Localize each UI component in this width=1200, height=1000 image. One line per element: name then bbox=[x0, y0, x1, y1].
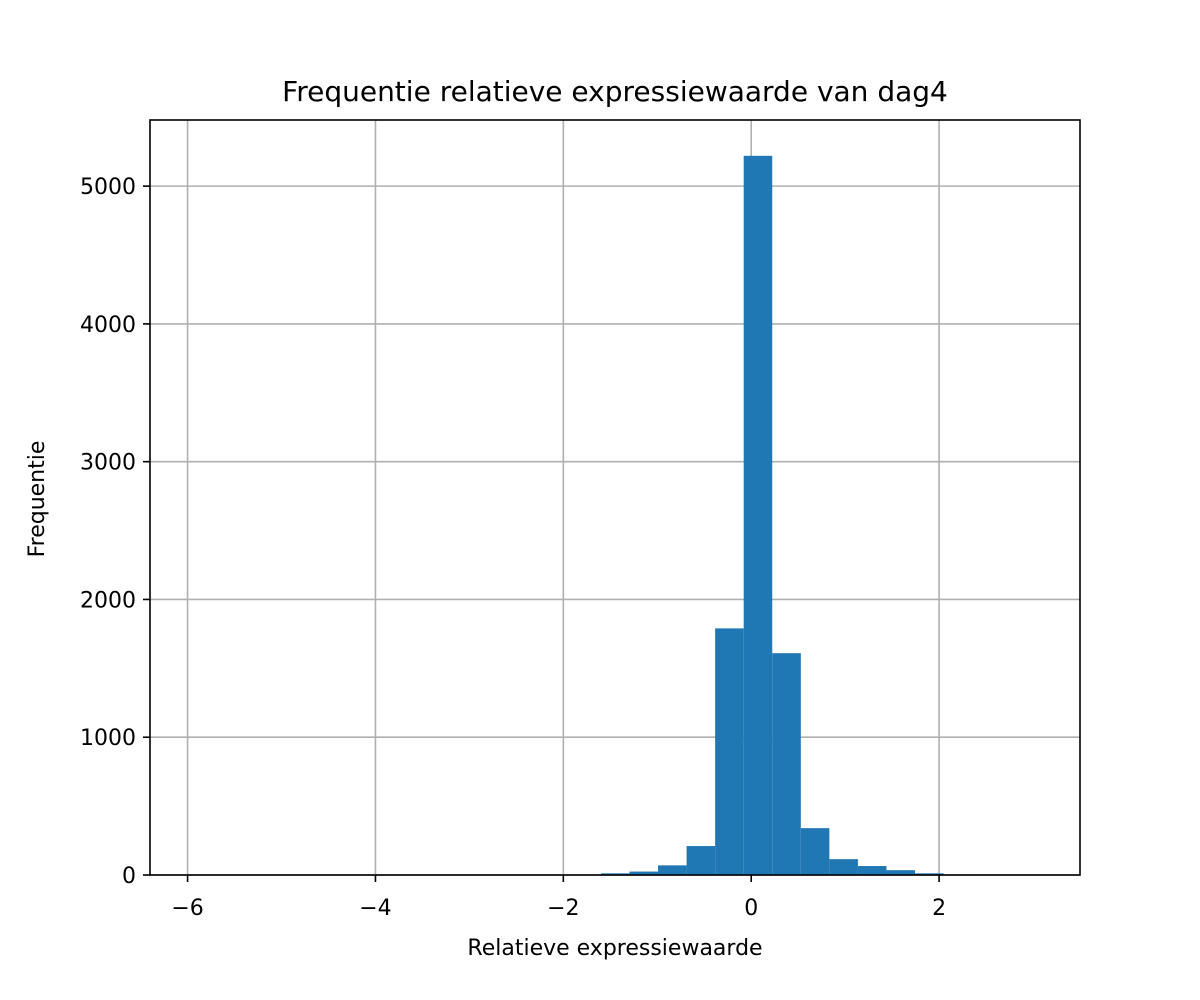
x-tick-label: −6 bbox=[171, 896, 203, 921]
histogram-bars bbox=[172, 155, 1030, 875]
x-tick-label: 2 bbox=[932, 896, 946, 921]
y-tick-label: 4000 bbox=[80, 313, 136, 338]
y-axis-ticks: 0 1000 2000 3000 4000 5000 bbox=[80, 175, 150, 889]
x-axis-ticks: −6 −4 −2 0 2 bbox=[171, 875, 946, 921]
x-tick-label: −2 bbox=[547, 896, 579, 921]
histogram-bar bbox=[629, 871, 659, 875]
chart-title: Frequentie relatieve expressiewaarde van… bbox=[282, 75, 948, 108]
histogram-bar bbox=[800, 828, 830, 875]
y-tick-label: 0 bbox=[122, 864, 136, 889]
histogram-bar bbox=[857, 866, 887, 875]
histogram-bar bbox=[772, 653, 801, 875]
y-tick-label: 5000 bbox=[80, 175, 136, 200]
y-tick-label: 3000 bbox=[80, 451, 136, 476]
x-axis-label: Relatieve expressiewaarde bbox=[467, 936, 762, 961]
y-axis-label: Frequentie bbox=[25, 441, 50, 558]
histogram-bar bbox=[600, 873, 630, 875]
histogram-bar bbox=[686, 846, 716, 875]
x-tick-label: 0 bbox=[744, 896, 758, 921]
y-tick-label: 1000 bbox=[80, 726, 136, 751]
histogram-bar bbox=[743, 155, 773, 875]
x-tick-label: −4 bbox=[359, 896, 391, 921]
histogram-bar bbox=[715, 628, 744, 875]
histogram-bar bbox=[829, 859, 858, 875]
y-tick-label: 2000 bbox=[80, 588, 136, 613]
plot-area-frame bbox=[149, 119, 1081, 876]
histogram-bar bbox=[886, 870, 916, 875]
histogram-bar bbox=[658, 865, 687, 875]
histogram-bar bbox=[915, 873, 944, 875]
